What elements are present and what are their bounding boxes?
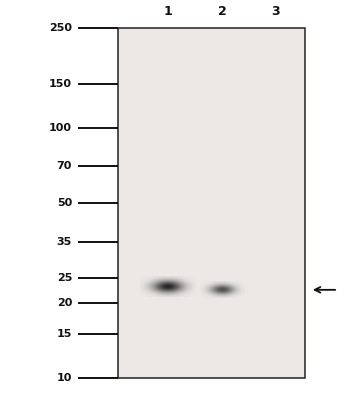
Text: 70: 70	[57, 162, 72, 172]
Text: 50: 50	[57, 198, 72, 208]
Bar	[118, 28, 305, 378]
Text: 25: 25	[57, 273, 72, 283]
Text: 2: 2	[218, 5, 226, 18]
Text: 3: 3	[272, 5, 280, 18]
Text: 100: 100	[49, 123, 72, 133]
Text: 35: 35	[57, 237, 72, 247]
Text: 10: 10	[57, 373, 72, 383]
Text: 1: 1	[164, 5, 173, 18]
Text: 15: 15	[57, 329, 72, 339]
Text: 150: 150	[49, 78, 72, 88]
Text: 250: 250	[49, 23, 72, 33]
Text: 20: 20	[57, 298, 72, 308]
